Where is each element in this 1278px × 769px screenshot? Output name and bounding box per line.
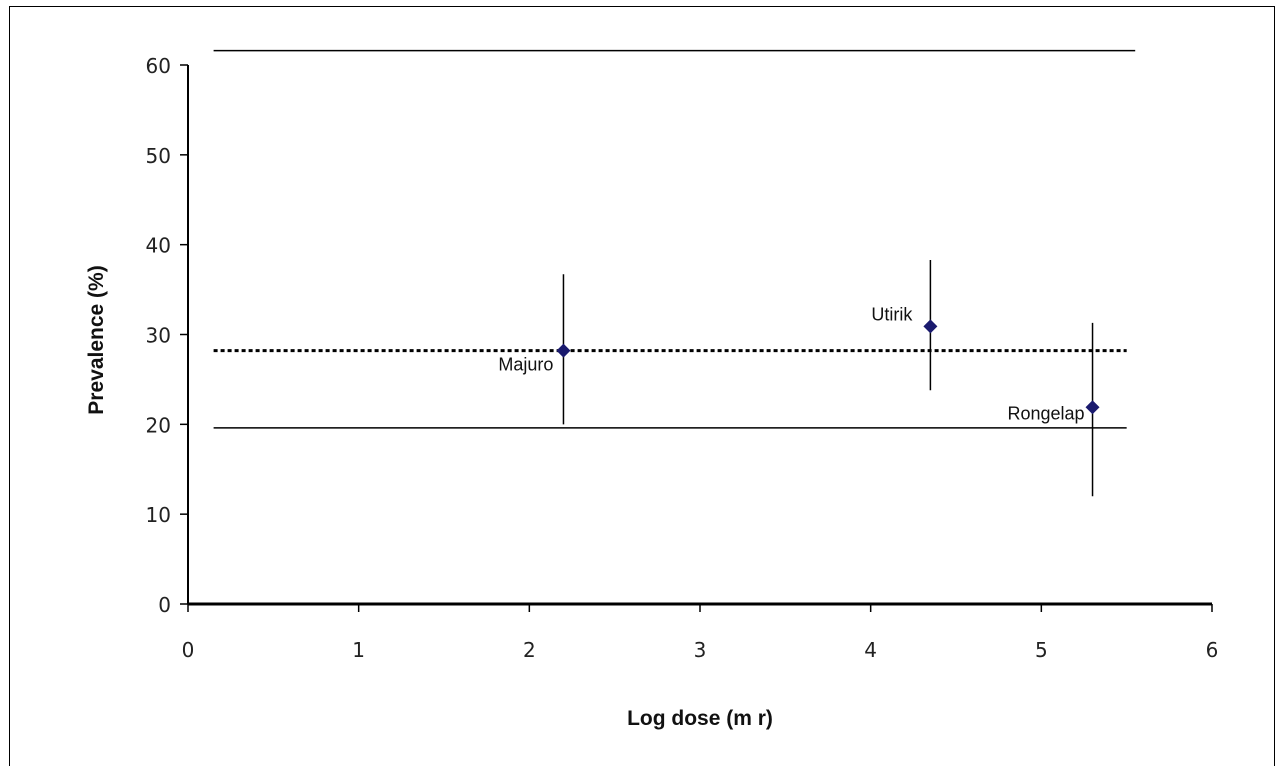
x-tick-label: 1 bbox=[352, 638, 365, 662]
x-tick-label: 5 bbox=[1035, 638, 1048, 662]
axes bbox=[187, 65, 1212, 606]
chart-frame bbox=[9, 6, 1275, 766]
reference-lines bbox=[213, 49, 1136, 429]
y-tick-label: 40 bbox=[146, 234, 171, 258]
y-axis-title: Prevalence (%) bbox=[85, 265, 108, 414]
data-point-label: Majuro bbox=[498, 355, 553, 375]
x-tick-label: 2 bbox=[523, 638, 536, 662]
data-point-marker bbox=[1085, 400, 1100, 415]
y-tick-label: 0 bbox=[158, 593, 171, 617]
x-tick-label: 6 bbox=[1206, 638, 1219, 662]
y-tick-label: 10 bbox=[146, 503, 171, 527]
data-point-marker bbox=[556, 343, 571, 358]
y-tick-label: 20 bbox=[146, 413, 171, 437]
x-tick-label: 4 bbox=[864, 638, 877, 662]
data-point-marker bbox=[923, 319, 938, 334]
data-point-label: Utirik bbox=[871, 304, 913, 324]
x-tick-label: 3 bbox=[694, 638, 707, 662]
x-axis-title: Log dose (m r) bbox=[627, 707, 773, 730]
data-point-label: Rongelap bbox=[1007, 403, 1084, 423]
x-tick-label: 0 bbox=[182, 638, 195, 662]
y-tick-label: 30 bbox=[146, 324, 171, 348]
y-tick-label: 50 bbox=[146, 144, 171, 168]
data-points: Majuro Utirik Rongelap bbox=[498, 259, 1100, 497]
y-tick-label: 60 bbox=[146, 54, 171, 78]
